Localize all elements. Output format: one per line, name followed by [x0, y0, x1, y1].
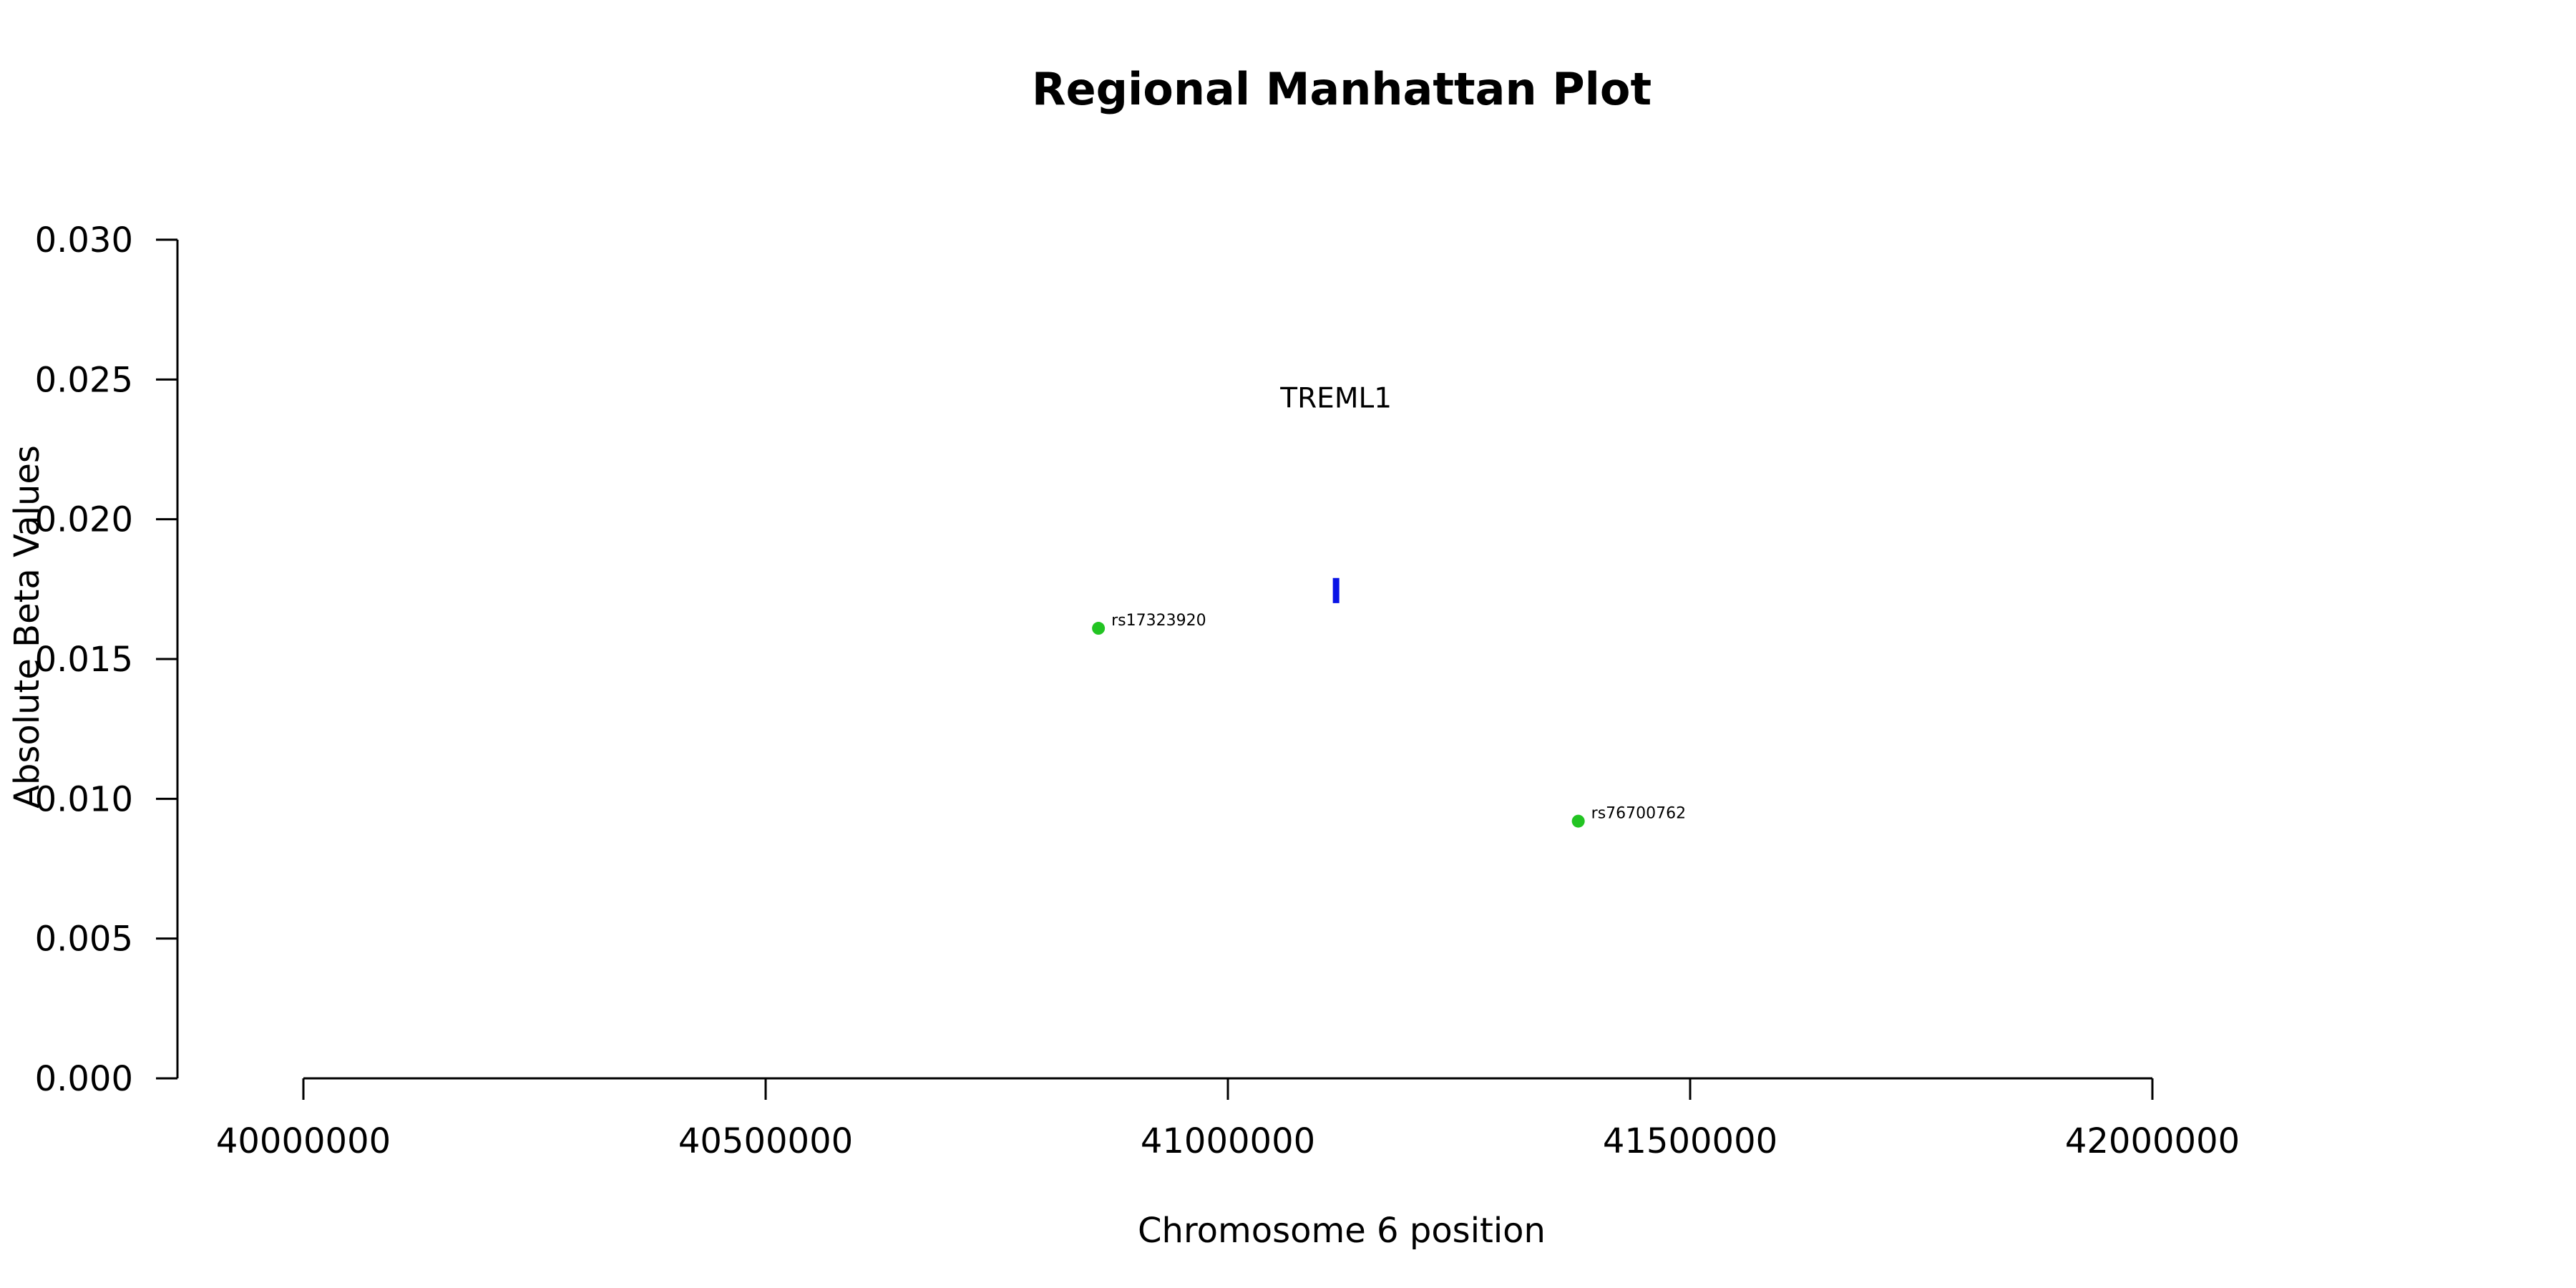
y-tick-label: 0.010 [35, 779, 133, 819]
y-tick-label: 0.025 [35, 360, 133, 400]
y-tick-label: 0.020 [35, 500, 133, 540]
y-tick-label: 0.000 [35, 1059, 133, 1099]
snp-point [1092, 622, 1106, 635]
x-tick-label: 42000000 [2065, 1121, 2240, 1161]
x-tick-label: 41500000 [1603, 1121, 1777, 1161]
chart-title: Regional Manhattan Plot [1032, 63, 1652, 115]
snp-points: rs17323920 rs76700762 [1092, 612, 1686, 828]
y-axis-ticks: 0.000 0.005 0.010 0.015 0.020 0.025 0.030 [35, 220, 177, 1099]
x-axis-title: Chromosome 6 position [1138, 1211, 1546, 1251]
x-tick-label: 41000000 [1141, 1121, 1315, 1161]
x-tick-label: 40000000 [216, 1121, 391, 1161]
y-tick-label: 0.015 [35, 640, 133, 680]
y-axis-title: Absolute Beta Values [7, 445, 47, 809]
snp-label: rs76700762 [1591, 805, 1686, 823]
snp-point [1571, 814, 1585, 828]
x-axis-ticks: 40000000 40500000 41000000 41500000 42000000 [216, 1078, 2240, 1161]
x-tick-label: 40500000 [678, 1121, 853, 1161]
gene-label: TREML1 [1279, 382, 1392, 414]
gene-layer: TREML1 [1279, 382, 1392, 603]
y-tick-label: 0.005 [35, 919, 133, 960]
snp-label: rs17323920 [1111, 612, 1206, 630]
y-tick-label: 0.030 [35, 220, 133, 260]
